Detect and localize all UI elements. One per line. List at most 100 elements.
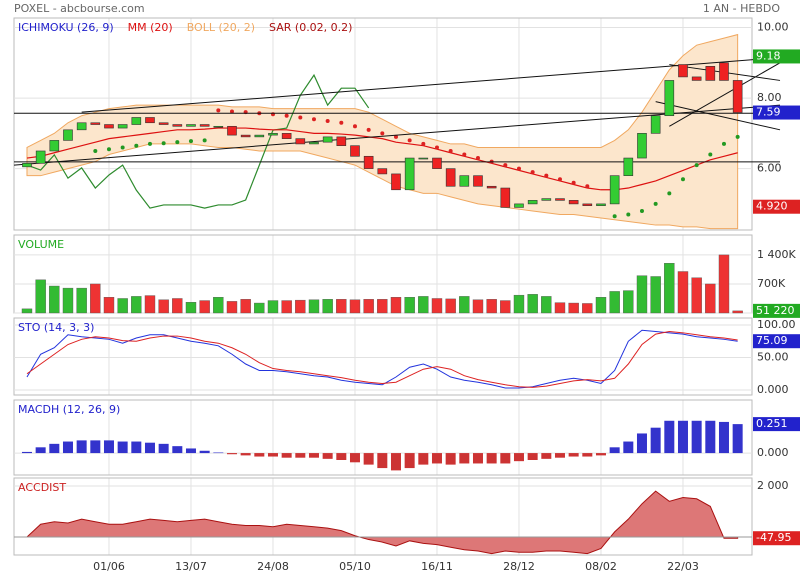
- sar-dot: [434, 145, 439, 150]
- histogram-bar: [377, 453, 388, 469]
- y-tick-label: 100.00: [757, 318, 796, 331]
- histogram-bar: [500, 453, 511, 464]
- sar-dot: [735, 134, 740, 139]
- candle: [63, 129, 73, 141]
- y-tick-label: 50.00: [757, 351, 789, 364]
- histogram-bar: [595, 453, 606, 456]
- panel-frame: [13, 477, 753, 556]
- volume-bar: [349, 299, 361, 314]
- candle: [199, 124, 210, 127]
- volume-bar: [732, 310, 743, 314]
- volume-bar: [459, 296, 470, 314]
- sar-dot: [311, 117, 316, 122]
- page-title: POXEL - abcbourse.com: [14, 2, 145, 15]
- sar-dot: [134, 143, 139, 148]
- candle: [76, 122, 87, 131]
- histogram-bar: [705, 420, 716, 454]
- candle: [678, 64, 688, 78]
- candle: [172, 124, 183, 127]
- candle: [240, 134, 251, 138]
- volume-bar: [49, 285, 60, 314]
- histogram-bar: [117, 441, 128, 454]
- histogram-bar: [62, 441, 73, 454]
- candle: [732, 80, 743, 113]
- sar-dot: [366, 127, 371, 132]
- histogram-bar: [554, 453, 565, 458]
- candle: [281, 133, 292, 139]
- x-tick-label: 24/08: [257, 560, 289, 573]
- candle: [691, 76, 702, 81]
- sar-dot: [516, 166, 521, 171]
- volume-bar: [336, 299, 347, 314]
- sar-dot: [421, 141, 426, 146]
- candle: [514, 203, 524, 208]
- volume-bar: [308, 299, 320, 314]
- histogram-bar: [718, 421, 729, 454]
- histogram-bar: [527, 453, 538, 460]
- x-tick-label: 05/10: [339, 560, 371, 573]
- volume-bar: [431, 298, 443, 314]
- volume-bar: [103, 297, 115, 314]
- panel-frame: [13, 17, 753, 231]
- sar-dot: [188, 139, 193, 144]
- sar-dot: [147, 141, 152, 146]
- candle: [445, 168, 456, 187]
- volume-bar: [541, 296, 552, 314]
- y-tick-label: 2 000: [757, 479, 789, 492]
- trendline: [669, 62, 781, 127]
- sar-dot: [298, 115, 303, 120]
- volume-bar: [117, 298, 128, 314]
- volume-bar: [158, 299, 169, 314]
- histogram-bar: [363, 453, 374, 465]
- value-box-label: 4.920: [756, 200, 788, 213]
- candle: [541, 198, 552, 201]
- panel-frame: [13, 399, 753, 476]
- sar-dot: [585, 184, 590, 189]
- volume-bar: [226, 301, 238, 314]
- candle: [295, 138, 306, 145]
- sar-dot: [626, 212, 631, 217]
- volume-bar: [185, 302, 197, 314]
- panel-title: MACDH (12, 26, 9): [18, 403, 120, 416]
- volume-bar: [76, 287, 87, 314]
- value-box-label: 75.09: [756, 334, 788, 347]
- x-tick-label: 01/06: [93, 560, 125, 573]
- volume-bar: [664, 263, 675, 314]
- y-tick-label: 700K: [757, 277, 786, 290]
- candle: [117, 124, 128, 129]
- candle: [582, 203, 593, 206]
- candle: [473, 175, 483, 187]
- sar-dot: [284, 113, 289, 118]
- panel-title: VOLUME: [18, 238, 64, 251]
- sar-dot: [161, 141, 166, 146]
- sar-dot: [694, 163, 699, 168]
- histogram-bar: [472, 453, 483, 464]
- candle: [336, 136, 347, 146]
- volume-bar: [554, 302, 566, 314]
- histogram-bar: [568, 453, 579, 457]
- value-box: [753, 303, 800, 318]
- candle: [363, 155, 374, 169]
- candle: [158, 122, 169, 125]
- y-tick-label: 0.000: [757, 446, 789, 459]
- sar-dot: [352, 124, 357, 129]
- histogram-bar: [677, 420, 688, 454]
- histogram-bar: [404, 453, 415, 469]
- histogram-bar: [35, 447, 46, 454]
- histogram-bar: [390, 453, 401, 471]
- histogram-bar: [636, 433, 647, 454]
- value-box: [753, 531, 800, 546]
- histogram-bar: [295, 453, 306, 458]
- histogram-bar: [103, 440, 114, 454]
- candle: [377, 168, 388, 175]
- candle: [322, 136, 333, 143]
- sar-dot: [462, 152, 467, 157]
- candle: [719, 62, 729, 81]
- x-tick-label: 28/12: [503, 560, 535, 573]
- histogram-bar: [21, 451, 32, 454]
- sar-dot: [339, 120, 344, 125]
- x-tick-label: 13/07: [175, 560, 207, 573]
- volume-bar: [418, 296, 429, 314]
- y-tick-label: 6.00: [757, 162, 782, 175]
